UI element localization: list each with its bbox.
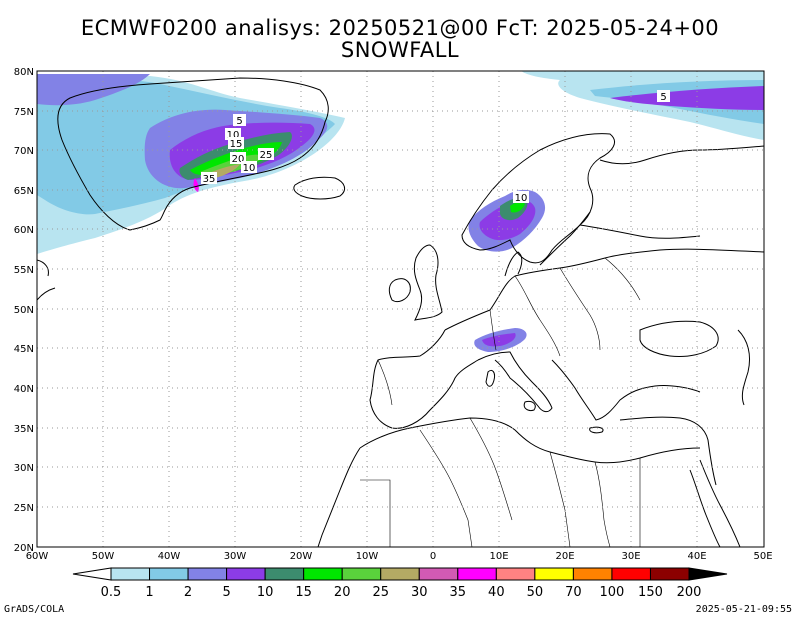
colorbar-label: 20 — [334, 585, 351, 600]
colorbar-swatch — [495, 567, 536, 581]
contour-label-g4: 25 — [258, 148, 274, 161]
lon-label: 20W — [290, 551, 313, 562]
contour-label: 5 — [660, 92, 666, 103]
footer-software: GrADS/COLA — [4, 604, 65, 615]
longitude-labels: 60W 50W 40W 30W 20W 10W 0 10E 20E 30E 40… — [26, 551, 773, 562]
colorbar-boxes — [110, 567, 690, 581]
colorbar-swatch — [110, 567, 151, 581]
colorbar-swatch — [187, 567, 228, 581]
lat-label: 35N — [14, 424, 34, 435]
lat-label: 45N — [14, 344, 34, 355]
colorbar-high-arrow — [688, 567, 728, 581]
scandinavia-snowfall-field — [468, 189, 546, 252]
colorbar-label: 200 — [677, 585, 702, 600]
colorbar-label: 10 — [257, 585, 274, 600]
contour-label-g5: 10 — [241, 161, 257, 174]
contour-label: 20 — [232, 154, 245, 165]
colorbar-label: 0.5 — [101, 585, 122, 600]
colorbar-swatch — [303, 567, 343, 581]
contour-label: 5 — [236, 116, 242, 127]
lon-label: 40W — [158, 551, 181, 562]
lat-label: 55N — [14, 265, 34, 276]
contour-label: 10 — [227, 130, 240, 141]
contour-label-g0: 5 — [233, 114, 246, 127]
greenland-snowfall-field — [37, 74, 345, 254]
lat-label: 65N — [14, 186, 34, 197]
lon-label: 10W — [356, 551, 379, 562]
lat-label: 25N — [14, 503, 34, 514]
colorbar-swatch — [380, 567, 420, 581]
colorbar-low-arrow — [72, 567, 112, 581]
lon-label: 0 — [430, 551, 436, 562]
lat-label: 50N — [14, 305, 34, 316]
country-borders — [360, 257, 641, 547]
map-title: ECMWF0200 analisys: 20250521@00 FcT: 202… — [80, 16, 720, 40]
colorbar-swatch — [611, 567, 651, 581]
latitude-labels: 80N 75N 70N 65N 60N 55N 50N 45N 40N 35N … — [14, 67, 34, 554]
contour-label: 10 — [243, 163, 256, 174]
lat-label: 40N — [14, 384, 34, 395]
coastlines — [37, 77, 764, 547]
lat-label: 75N — [14, 107, 34, 118]
lat-label: 80N — [14, 67, 34, 78]
contour-label: 35 — [203, 174, 216, 185]
lon-label: 40E — [687, 551, 706, 562]
colorbar-label: 2 — [184, 585, 192, 600]
lon-label: 50W — [92, 551, 115, 562]
colorbar-label: 30 — [411, 585, 428, 600]
contour-label-a0: 5 — [657, 90, 670, 103]
colorbar-swatch — [572, 567, 613, 581]
lon-label: 60W — [26, 551, 49, 562]
lon-label: 50E — [753, 551, 772, 562]
colorbar: 0.5 1 2 5 10 15 20 25 30 35 40 50 70 100… — [72, 567, 728, 600]
contour-label: 15 — [230, 139, 243, 150]
colorbar-label: 40 — [488, 585, 505, 600]
colorbar-swatch — [457, 567, 497, 581]
colorbar-label: 25 — [372, 585, 389, 600]
colorbar-label: 5 — [222, 585, 230, 600]
colorbar-label: 70 — [565, 585, 582, 600]
lat-label: 30N — [14, 463, 34, 474]
contour-label-s0: 10 — [513, 191, 529, 204]
colorbar-swatch — [418, 567, 459, 581]
lat-label: 70N — [14, 146, 34, 157]
contour-label: 25 — [260, 150, 273, 161]
colorbar-labels: 0.5 1 2 5 10 15 20 25 30 35 40 50 70 100… — [101, 585, 702, 600]
lon-label: 10E — [489, 551, 508, 562]
contour-labels: 5 10 15 20 25 10 35 10 5 — [201, 90, 670, 204]
colorbar-swatch — [534, 567, 574, 581]
colorbar-label: 150 — [638, 585, 663, 600]
lat-label: 20N — [14, 543, 34, 554]
colorbar-swatch — [226, 567, 266, 581]
colorbar-swatch — [649, 567, 690, 581]
lon-label: 30W — [224, 551, 247, 562]
contour-label-g6: 35 — [201, 172, 217, 185]
map-subtitle: SNOWFALL — [340, 38, 460, 62]
colorbar-swatch — [341, 567, 382, 581]
map-frame — [36, 70, 765, 548]
lat-label: 60N — [14, 225, 34, 236]
colorbar-swatch — [149, 567, 189, 581]
colorbar-label: 35 — [450, 585, 467, 600]
colorbar-label: 1 — [145, 585, 153, 600]
colorbar-label: 100 — [600, 585, 625, 600]
gridlines — [37, 71, 764, 547]
contour-label: 10 — [515, 193, 528, 204]
arctic-snowfall-field — [521, 71, 764, 140]
lon-label: 20E — [555, 551, 574, 562]
contour-label-g2: 15 — [228, 137, 244, 150]
footer-timestamp: 2025-05-21-09:55 — [695, 604, 792, 615]
alps-snowfall-field — [474, 328, 527, 352]
colorbar-label: 50 — [527, 585, 544, 600]
map-area: 5 10 15 20 25 10 35 10 5 — [37, 71, 764, 547]
colorbar-swatch — [264, 567, 305, 581]
lon-label: 30E — [621, 551, 640, 562]
colorbar-label: 15 — [295, 585, 312, 600]
